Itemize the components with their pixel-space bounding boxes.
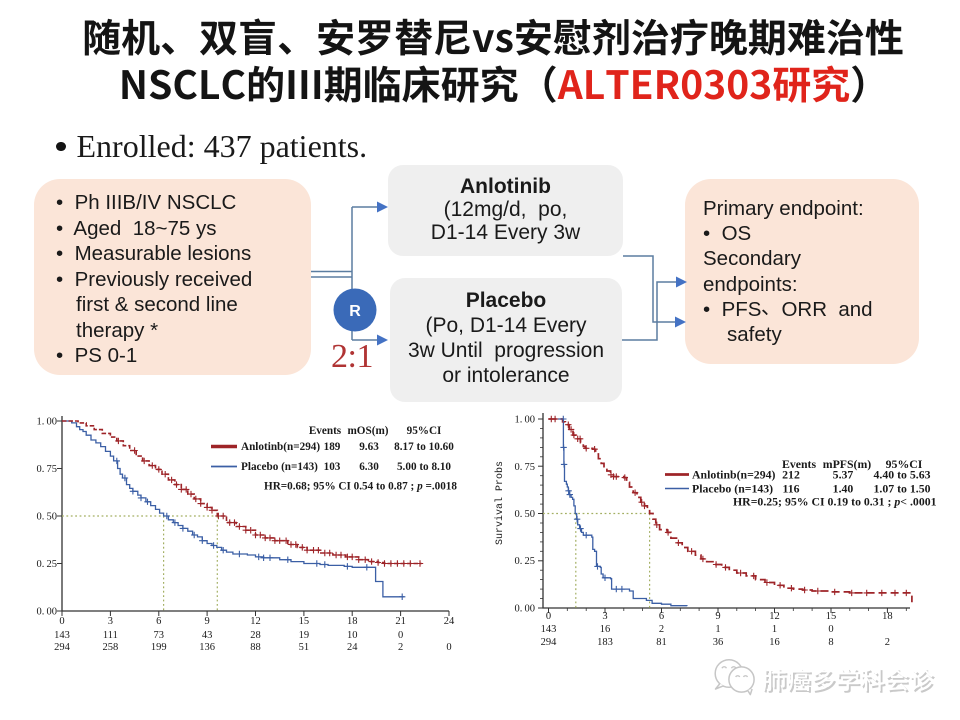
svg-text:21: 21 <box>395 616 406 627</box>
svg-text:Placebo (n=143): Placebo (n=143) <box>241 461 318 473</box>
svg-text:88: 88 <box>250 642 261 653</box>
svg-text:0. 00: 0. 00 <box>37 607 57 618</box>
svg-text:24: 24 <box>444 616 455 627</box>
svg-text:1. 00: 1. 00 <box>515 415 535 426</box>
svg-text:2: 2 <box>885 637 890 648</box>
svg-text:1.40: 1.40 <box>833 482 854 496</box>
svg-text:Anlotinb(n=294): Anlotinb(n=294) <box>241 441 320 453</box>
svg-text:HR=0.25; 95% CI 0.19 to 0.31 ;: HR=0.25; 95% CI 0.19 to 0.31 ; p< .0001 <box>733 495 937 509</box>
svg-text:136: 136 <box>199 642 215 653</box>
svg-text:189: 189 <box>324 441 341 453</box>
svg-text:16: 16 <box>600 624 611 635</box>
svg-text:15: 15 <box>826 611 837 622</box>
svg-text:212: 212 <box>782 468 800 482</box>
svg-text:9: 9 <box>715 611 720 622</box>
svg-text:199: 199 <box>151 642 167 653</box>
svg-text:0. 25: 0. 25 <box>37 559 57 570</box>
svg-text:4.40 to 5.63: 4.40 to 5.63 <box>873 468 930 482</box>
svg-text:73: 73 <box>154 630 165 641</box>
svg-text:16: 16 <box>769 637 780 648</box>
svg-text:51: 51 <box>299 642 310 653</box>
svg-text:5.00 to 8.10: 5.00 to 8.10 <box>397 461 451 473</box>
svg-text:0: 0 <box>59 616 64 627</box>
svg-text:0: 0 <box>398 630 403 641</box>
svg-text:mPFS(m): mPFS(m) <box>823 457 872 471</box>
svg-text:9: 9 <box>204 616 209 627</box>
svg-text:0: 0 <box>446 642 451 653</box>
svg-text:0: 0 <box>828 624 833 635</box>
svg-text:19: 19 <box>299 630 310 641</box>
svg-text:12: 12 <box>250 616 261 627</box>
svg-text:1: 1 <box>772 624 777 635</box>
svg-text:103: 103 <box>324 461 341 473</box>
svg-text:28: 28 <box>250 630 261 641</box>
svg-text:8.17 to 10.60: 8.17 to 10.60 <box>394 441 454 453</box>
svg-text:18: 18 <box>882 611 893 622</box>
svg-text:95%CI: 95%CI <box>407 425 442 437</box>
svg-text:258: 258 <box>103 642 119 653</box>
svg-text:0: 0 <box>546 611 551 622</box>
svg-text:0. 75: 0. 75 <box>37 464 57 475</box>
svg-text:1.07 to 1.50: 1.07 to 1.50 <box>873 482 930 496</box>
svg-text:43: 43 <box>202 630 213 641</box>
svg-text:15: 15 <box>299 616 310 627</box>
svg-text:R: R <box>349 303 361 320</box>
svg-text:183: 183 <box>597 637 613 648</box>
svg-text:0. 75: 0. 75 <box>515 462 535 473</box>
svg-text:6.30: 6.30 <box>359 461 379 473</box>
svg-text:5.37: 5.37 <box>833 468 854 482</box>
svg-text:HR=0.68; 95% CI 0.54 to 0.87 ;: HR=0.68; 95% CI 0.54 to 0.87 ; p =.0018 <box>264 481 457 493</box>
svg-text:81: 81 <box>656 637 667 648</box>
svg-text:9.63: 9.63 <box>359 441 379 453</box>
svg-text:111: 111 <box>103 630 118 641</box>
svg-text:2: 2 <box>398 642 403 653</box>
svg-text:Anlotinb(n=294): Anlotinb(n=294) <box>692 468 775 482</box>
svg-text:143: 143 <box>541 624 557 635</box>
svg-text:6: 6 <box>659 611 664 622</box>
svg-text:Events: Events <box>309 425 342 437</box>
svg-text:12: 12 <box>769 611 780 622</box>
svg-text:0. 00: 0. 00 <box>515 604 535 615</box>
svg-text:2: 2 <box>659 624 664 635</box>
svg-text:0. 50: 0. 50 <box>515 509 535 520</box>
svg-text:143: 143 <box>54 630 70 641</box>
svg-text:3: 3 <box>108 616 113 627</box>
svg-text:116: 116 <box>782 482 799 496</box>
svg-text:Survival Probs: Survival Probs <box>494 461 506 545</box>
svg-text:1: 1 <box>715 624 720 635</box>
svg-text:mOS(m): mOS(m) <box>347 425 388 437</box>
svg-text:294: 294 <box>54 642 71 653</box>
svg-text:0. 25: 0. 25 <box>515 556 535 567</box>
svg-text:10: 10 <box>347 630 358 641</box>
svg-text:294: 294 <box>541 637 558 648</box>
svg-text:Placebo (n=143): Placebo (n=143) <box>692 482 773 496</box>
svg-text:18: 18 <box>347 616 358 627</box>
svg-text:95%CI: 95%CI <box>886 457 923 471</box>
svg-text:24: 24 <box>347 642 358 653</box>
svg-text:1. 00: 1. 00 <box>37 417 57 428</box>
svg-text:0. 50: 0. 50 <box>37 512 57 523</box>
svg-text:36: 36 <box>713 637 724 648</box>
svg-text:Events: Events <box>782 457 816 471</box>
svg-text:8: 8 <box>828 637 833 648</box>
svg-text:6: 6 <box>156 616 161 627</box>
svg-text:3: 3 <box>602 611 607 622</box>
